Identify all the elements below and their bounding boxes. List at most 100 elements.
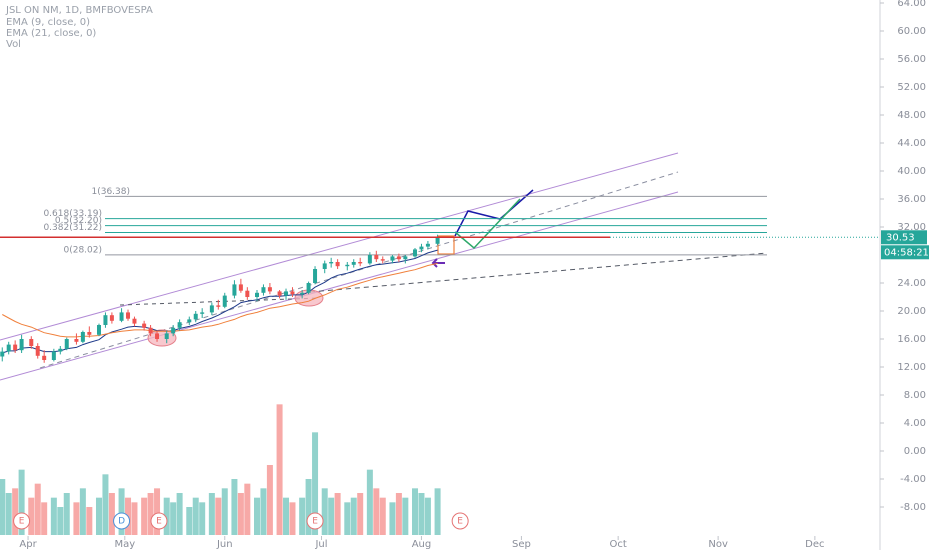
candle-body [277,291,282,296]
candle-body [119,312,124,321]
y-tick-label: 64.00 [897,0,926,9]
volume-bar [231,479,238,535]
candle-body [380,259,385,261]
candle-body [64,339,69,349]
volume-bar [289,502,296,535]
ema-line [2,249,438,354]
countdown-box [881,245,929,260]
x-tick-label: Oct [610,539,627,550]
fib-label: 0(28.02) [63,245,102,255]
volume-bar [276,404,283,535]
volume-bar [86,507,93,535]
event-marker [113,512,131,530]
volume-bar [434,488,441,535]
candle-body [232,284,237,296]
candle-body [419,246,424,250]
volume-bar [321,488,328,535]
volume-bar [266,465,273,535]
candle-body [35,346,40,356]
volume-bar [379,497,386,535]
y-tick-label: 52.00 [897,82,926,93]
x-tick-label: Nov [708,539,728,550]
event-marker [306,512,324,530]
volume-bar [373,488,380,535]
candle-body [390,256,395,261]
volume-bar [147,493,154,535]
volume-bar [283,497,290,535]
volume-bar [102,474,109,535]
volume-bar [176,493,183,535]
y-tick-label: 12.00 [897,362,926,373]
volume-bar [299,497,306,535]
candle-body [42,355,47,360]
volume-bar [402,497,409,535]
candle-body [322,263,327,269]
candle-body [177,322,182,328]
volume-bar [237,493,244,535]
candle-body [396,256,401,260]
candle-body [351,262,356,265]
volume-bar [170,502,177,535]
candle-body [74,339,79,342]
volume-bar [95,497,102,535]
candle-body [255,292,260,297]
indicator-label: EMA (21, close, 0) [6,28,96,39]
volume-bar [141,497,148,535]
y-tick-label: 20.00 [897,306,926,317]
y-tick-label: 56.00 [897,54,926,65]
y-tick-label: 40.00 [897,166,926,177]
candle-body [164,333,169,339]
volume-bar [389,502,396,535]
candle-body [245,290,250,297]
indicator-label: Vol [6,39,21,50]
candle-body [126,312,131,319]
candle-body [306,283,311,293]
x-tick-label: Sep [512,539,531,550]
volume-bar [350,497,357,535]
candle-body [193,313,198,320]
volume-bar [334,493,341,535]
event-marker [451,512,469,530]
candle-body [209,305,214,313]
volume-bar [18,469,25,535]
candle-body [13,344,18,351]
y-tick-label: 24.00 [897,278,926,289]
volume-bar [50,497,57,535]
candle-body [413,249,418,257]
symbol-title: JSL ON NM, 1D, BMFBOVESPA [5,5,153,16]
volume-bar [395,493,402,535]
volume-bar [28,497,35,535]
y-tick-label: 48.00 [897,110,926,121]
candle-body [300,292,305,295]
candle-body [403,256,408,260]
indicator-label: EMA (9, close, 0) [6,17,90,28]
candle-body [29,339,34,346]
last-price-label: 30.53 [886,232,915,243]
candle-body [87,332,92,335]
y-tick-label: 16.00 [897,334,926,345]
volume-bar [254,497,261,535]
candle-body [58,348,63,352]
y-tick-label: -8.00 [900,502,926,513]
candle-body [284,291,289,296]
candle-body [222,295,227,307]
candle-body [290,291,295,295]
event-marker [150,512,168,530]
volume-bar [0,479,6,535]
candle-body [261,287,266,293]
candle-body [19,339,24,351]
volume-bar [57,507,64,535]
candle-body [367,255,372,264]
volume-bar [192,497,199,535]
candle-body [216,305,221,307]
y-tick-label: 60.00 [897,26,926,37]
volume-bar [5,493,12,535]
volume-bar [208,493,215,535]
volume-bar [244,483,251,535]
y-tick-label: 44.00 [897,138,926,149]
y-tick-label: 4.00 [904,418,926,429]
x-tick-label: Aug [412,539,432,550]
candle-body [374,255,379,260]
candle-body [142,323,147,328]
